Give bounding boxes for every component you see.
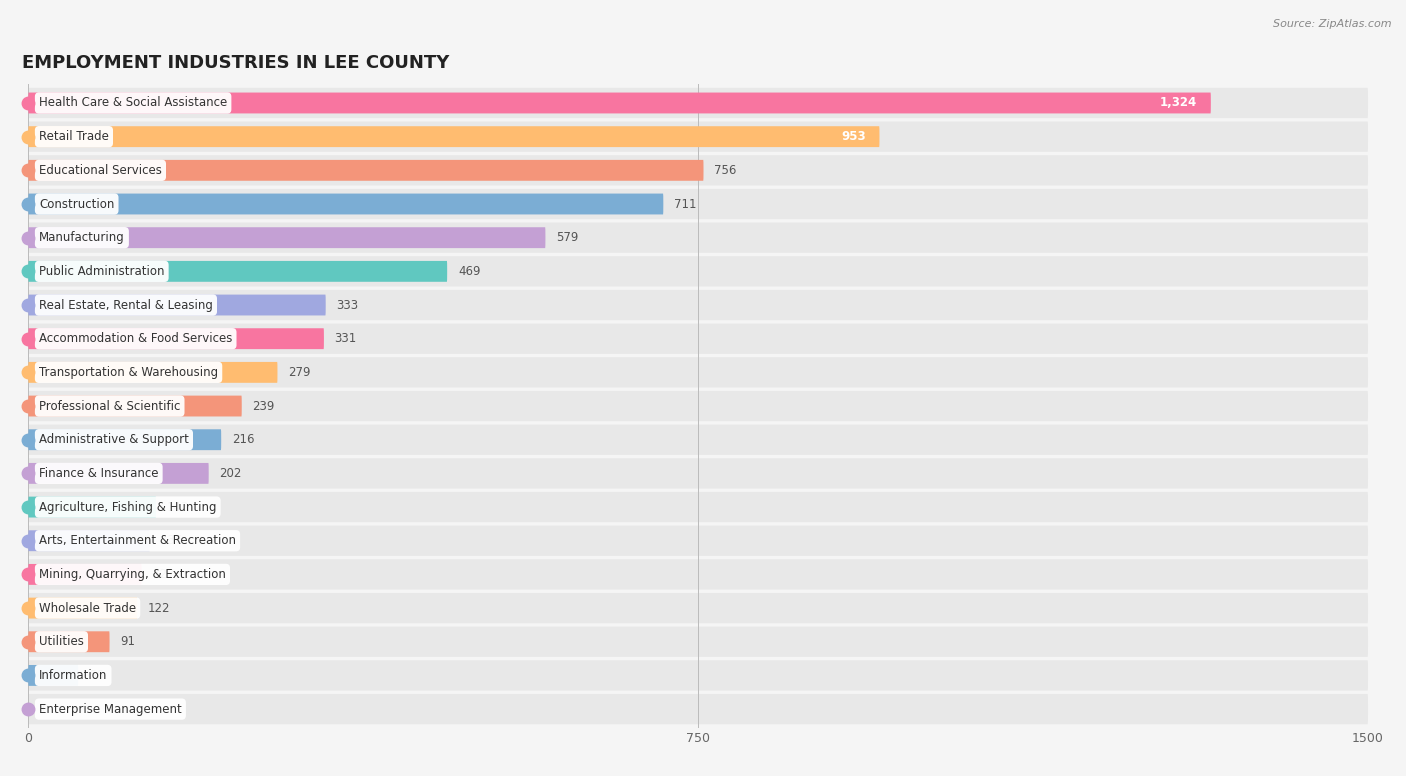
FancyBboxPatch shape (28, 261, 447, 282)
FancyBboxPatch shape (28, 324, 1368, 354)
FancyBboxPatch shape (28, 559, 1368, 590)
Text: Construction: Construction (39, 198, 114, 210)
FancyBboxPatch shape (28, 497, 156, 518)
Text: 469: 469 (458, 265, 481, 278)
Text: 279: 279 (288, 365, 311, 379)
FancyBboxPatch shape (28, 290, 1368, 320)
FancyBboxPatch shape (28, 492, 1368, 522)
Text: Agriculture, Fishing & Hunting: Agriculture, Fishing & Hunting (39, 501, 217, 514)
Text: Retail Trade: Retail Trade (39, 130, 108, 143)
Text: 127: 127 (152, 568, 174, 581)
Text: 0: 0 (42, 702, 49, 715)
Text: 579: 579 (557, 231, 578, 244)
Text: 202: 202 (219, 467, 242, 480)
Text: 953: 953 (841, 130, 866, 143)
Text: 711: 711 (673, 198, 696, 210)
Text: Wholesale Trade: Wholesale Trade (39, 601, 136, 615)
FancyBboxPatch shape (28, 155, 1368, 185)
FancyBboxPatch shape (28, 463, 208, 483)
Text: Arts, Entertainment & Recreation: Arts, Entertainment & Recreation (39, 534, 236, 547)
FancyBboxPatch shape (28, 256, 1368, 286)
Text: 331: 331 (335, 332, 357, 345)
Text: Educational Services: Educational Services (39, 164, 162, 177)
FancyBboxPatch shape (28, 530, 150, 551)
FancyBboxPatch shape (28, 357, 1368, 387)
Text: Manufacturing: Manufacturing (39, 231, 125, 244)
Text: Public Administration: Public Administration (39, 265, 165, 278)
FancyBboxPatch shape (28, 362, 277, 383)
FancyBboxPatch shape (28, 328, 323, 349)
Text: Accommodation & Food Services: Accommodation & Food Services (39, 332, 232, 345)
FancyBboxPatch shape (28, 396, 242, 417)
FancyBboxPatch shape (28, 92, 1211, 113)
Text: Transportation & Warehousing: Transportation & Warehousing (39, 365, 218, 379)
FancyBboxPatch shape (28, 88, 1368, 118)
FancyBboxPatch shape (28, 593, 1368, 623)
Text: 122: 122 (148, 601, 170, 615)
FancyBboxPatch shape (28, 295, 326, 316)
Text: Real Estate, Rental & Leasing: Real Estate, Rental & Leasing (39, 299, 212, 311)
FancyBboxPatch shape (28, 665, 79, 686)
Text: 136: 136 (160, 534, 183, 547)
Text: Information: Information (39, 669, 107, 682)
Text: 216: 216 (232, 433, 254, 446)
FancyBboxPatch shape (28, 122, 1368, 152)
Text: 239: 239 (253, 400, 274, 413)
FancyBboxPatch shape (28, 223, 1368, 253)
Text: 756: 756 (714, 164, 737, 177)
FancyBboxPatch shape (28, 160, 703, 181)
Text: Enterprise Management: Enterprise Management (39, 702, 181, 715)
Text: 56: 56 (89, 669, 104, 682)
Text: Utilities: Utilities (39, 636, 84, 648)
FancyBboxPatch shape (28, 525, 1368, 556)
Text: Source: ZipAtlas.com: Source: ZipAtlas.com (1274, 19, 1392, 29)
FancyBboxPatch shape (28, 564, 142, 585)
FancyBboxPatch shape (28, 429, 221, 450)
FancyBboxPatch shape (28, 660, 1368, 691)
Text: 143: 143 (167, 501, 188, 514)
FancyBboxPatch shape (28, 598, 138, 618)
Text: Mining, Quarrying, & Extraction: Mining, Quarrying, & Extraction (39, 568, 226, 581)
FancyBboxPatch shape (28, 626, 1368, 657)
Text: EMPLOYMENT INDUSTRIES IN LEE COUNTY: EMPLOYMENT INDUSTRIES IN LEE COUNTY (21, 54, 449, 72)
Text: Health Care & Social Assistance: Health Care & Social Assistance (39, 96, 228, 109)
FancyBboxPatch shape (28, 189, 1368, 219)
Text: Professional & Scientific: Professional & Scientific (39, 400, 180, 413)
Text: Finance & Insurance: Finance & Insurance (39, 467, 159, 480)
FancyBboxPatch shape (28, 227, 546, 248)
FancyBboxPatch shape (28, 391, 1368, 421)
FancyBboxPatch shape (28, 459, 1368, 489)
FancyBboxPatch shape (28, 193, 664, 214)
Text: 1,324: 1,324 (1160, 96, 1198, 109)
Text: Administrative & Support: Administrative & Support (39, 433, 188, 446)
FancyBboxPatch shape (28, 126, 880, 147)
FancyBboxPatch shape (28, 694, 1368, 724)
FancyBboxPatch shape (28, 632, 110, 652)
FancyBboxPatch shape (28, 424, 1368, 455)
Text: 333: 333 (336, 299, 359, 311)
Text: 91: 91 (121, 636, 135, 648)
